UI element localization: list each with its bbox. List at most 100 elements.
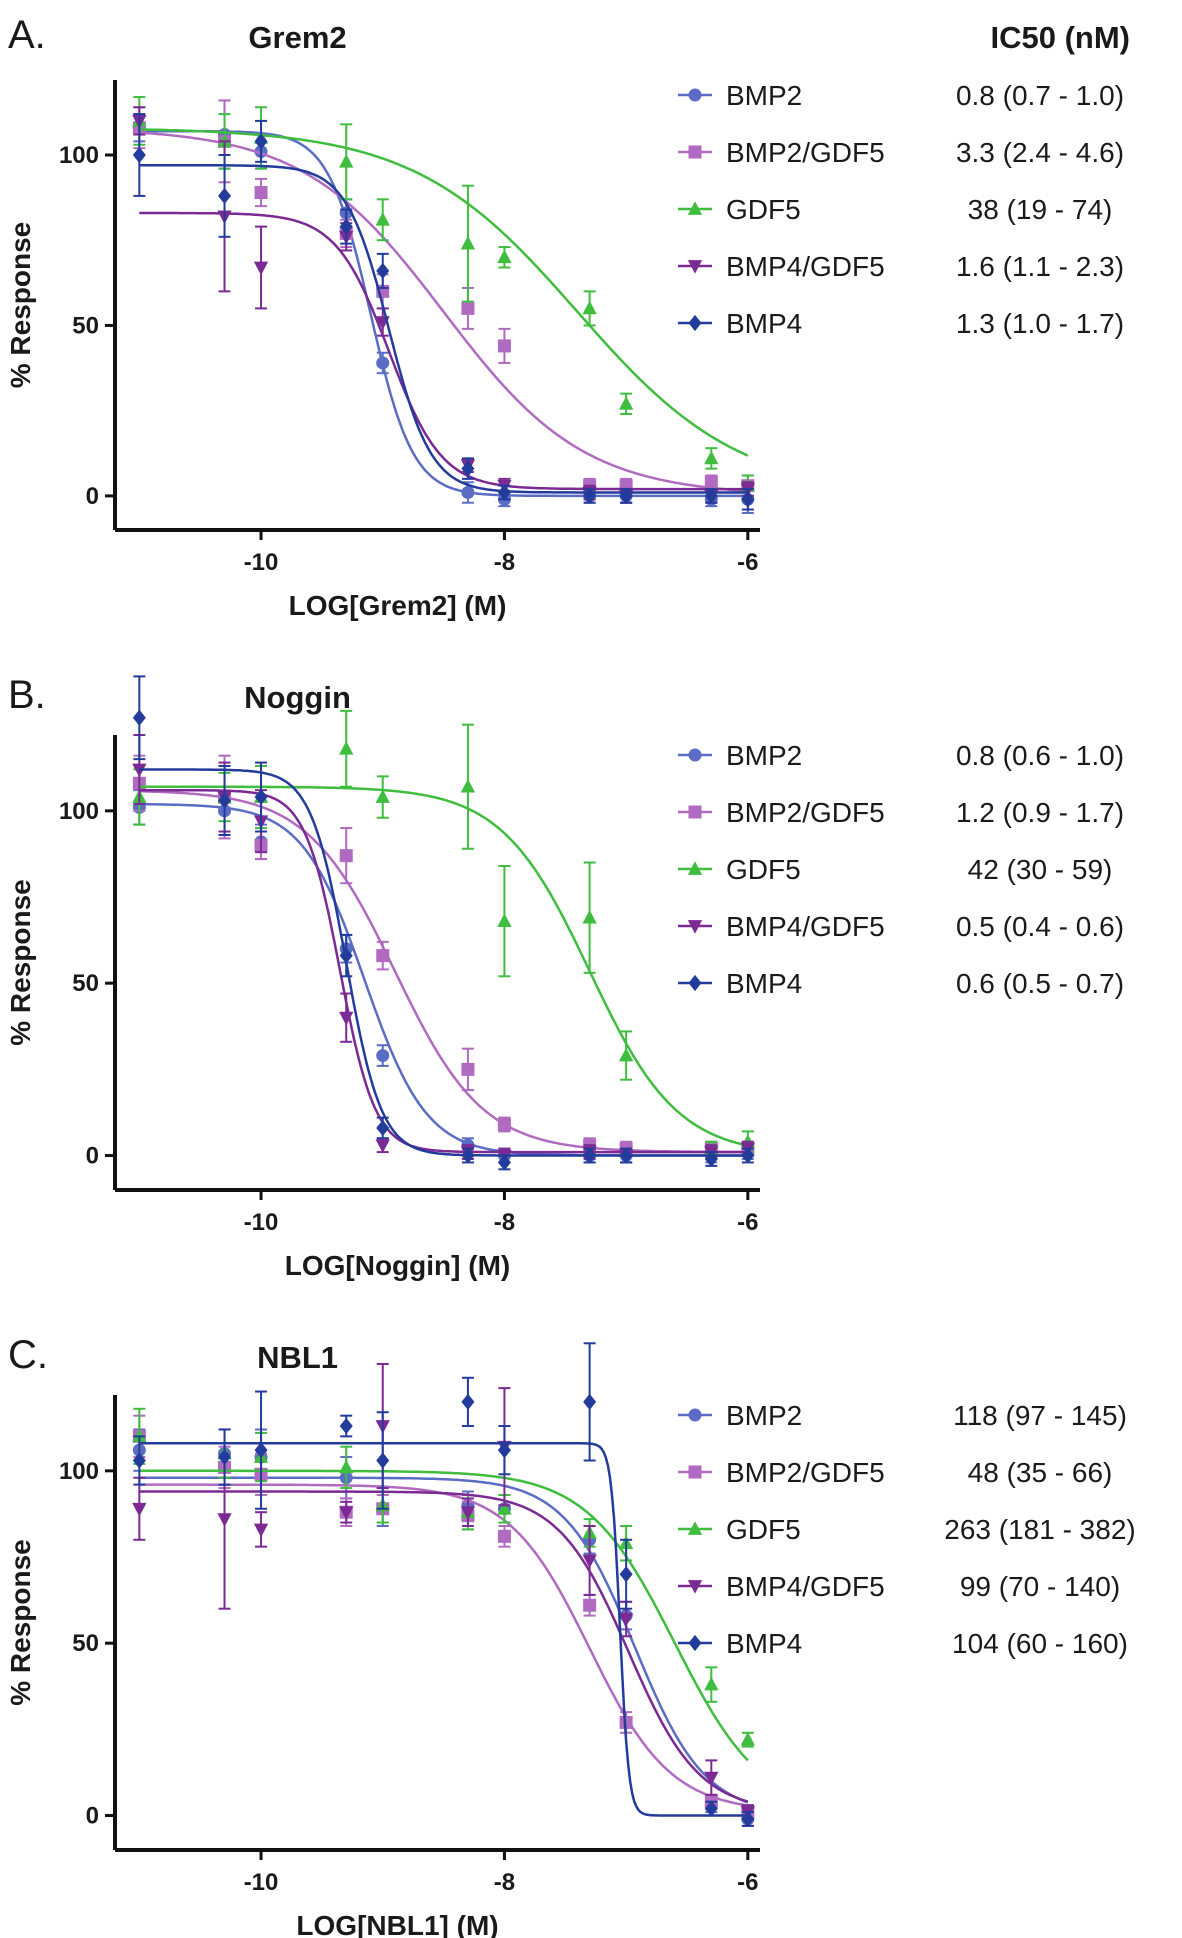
legend-marker bbox=[688, 1408, 702, 1422]
chart-panel-3: C. NBL1 0 50 100 -10 -8 -6 LOG[NBL1] (M) % Respon… bbox=[5, 1333, 1136, 1938]
data-point bbox=[375, 211, 390, 226]
ic50-value: 38 (19 - 74) bbox=[968, 194, 1113, 225]
data-point bbox=[461, 1062, 475, 1076]
series-bmp4 bbox=[132, 675, 755, 1171]
ic50-value: 104 (60 - 160) bbox=[952, 1628, 1128, 1659]
x-tick-label: -10 bbox=[244, 1209, 279, 1236]
series-bmp4 bbox=[132, 1342, 755, 1828]
x-axis-label: LOG[Noggin] (M) bbox=[285, 1250, 510, 1281]
data-point bbox=[740, 1731, 755, 1746]
chart-title: Grem2 bbox=[248, 20, 346, 55]
fit-curve bbox=[139, 211, 748, 491]
data-point bbox=[619, 1566, 633, 1583]
legend-item: BMP2/GDF5 48 (35 - 66) bbox=[678, 1457, 1112, 1488]
data-point bbox=[704, 475, 718, 489]
ic50-value: 48 (35 - 66) bbox=[968, 1457, 1113, 1488]
chart-panel-2: B. Noggin 0 50 100 -10 -8 -6 LOG[Noggin] (M) % Re… bbox=[5, 673, 1124, 1281]
data-point bbox=[376, 1452, 390, 1469]
legend-label: BMP4 bbox=[726, 308, 802, 339]
data-point bbox=[741, 491, 755, 508]
data-point bbox=[339, 849, 353, 863]
legend-label: BMP4/GDF5 bbox=[726, 911, 885, 942]
ic50-header: IC50 (nM) bbox=[991, 20, 1131, 55]
data-point bbox=[497, 249, 512, 264]
data-point bbox=[618, 396, 634, 410]
y-axis-label: % Response bbox=[5, 1539, 36, 1706]
data-point bbox=[583, 487, 597, 505]
ic50-value: 0.6 (0.5 - 0.7) bbox=[956, 968, 1124, 999]
y-tick-label: 50 bbox=[72, 970, 99, 997]
data-point bbox=[132, 146, 146, 164]
data-point bbox=[582, 909, 597, 924]
y-tick-label: 100 bbox=[59, 1458, 99, 1485]
data-point bbox=[132, 1502, 147, 1517]
data-point bbox=[497, 484, 511, 501]
fit-curve bbox=[139, 1476, 749, 1804]
data-point bbox=[376, 1119, 390, 1137]
legend-marker bbox=[687, 201, 703, 215]
legend-item: BMP4 104 (60 - 160) bbox=[678, 1628, 1128, 1659]
data-point bbox=[339, 1011, 354, 1026]
data-point bbox=[339, 1459, 354, 1474]
data-point bbox=[582, 300, 597, 315]
x-tick-label: -8 bbox=[494, 1209, 515, 1236]
data-point bbox=[339, 154, 354, 168]
series-gdf5 bbox=[132, 96, 755, 497]
data-point bbox=[618, 1613, 634, 1627]
data-point bbox=[339, 218, 353, 235]
data-point bbox=[253, 261, 269, 276]
legend-item: GDF5 42 (30 - 59) bbox=[678, 854, 1112, 885]
data-point bbox=[497, 1529, 511, 1543]
y-tick-label: 100 bbox=[59, 798, 99, 825]
data-point bbox=[339, 740, 354, 755]
x-tick-label: -10 bbox=[244, 1869, 279, 1896]
legend-item: BMP2 118 (97 - 145) bbox=[678, 1400, 1127, 1431]
x-tick-label: -10 bbox=[244, 549, 279, 576]
data-point bbox=[461, 1393, 475, 1411]
legend-label: BMP4/GDF5 bbox=[726, 1571, 885, 1602]
data-point bbox=[460, 235, 476, 250]
chart-title: NBL1 bbox=[257, 1340, 338, 1375]
ic50-value: 1.2 (0.9 - 1.7) bbox=[956, 797, 1124, 828]
legend-marker bbox=[687, 1521, 703, 1535]
legend-marker bbox=[688, 748, 702, 762]
data-point bbox=[254, 133, 268, 150]
ic50-value: 0.5 (0.4 - 0.6) bbox=[956, 911, 1124, 942]
legend-marker bbox=[688, 1465, 702, 1479]
legend-label: BMP2 bbox=[726, 1400, 802, 1431]
data-point bbox=[497, 913, 512, 927]
fit-curve bbox=[139, 129, 748, 498]
data-point bbox=[218, 1448, 232, 1466]
ic50-value: 42 (30 - 59) bbox=[968, 854, 1113, 885]
ic50-value: 263 (181 - 382) bbox=[944, 1514, 1135, 1545]
legend-marker bbox=[688, 145, 702, 159]
data-point bbox=[704, 1800, 718, 1817]
data-point bbox=[376, 262, 390, 280]
fit-curve bbox=[139, 788, 748, 1154]
y-tick-label: 0 bbox=[86, 483, 99, 510]
data-point bbox=[218, 187, 232, 205]
y-tick-label: 100 bbox=[59, 142, 99, 169]
data-point bbox=[497, 339, 511, 353]
legend-marker bbox=[687, 260, 703, 274]
panel-letter: A. bbox=[8, 13, 46, 57]
legend-label: GDF5 bbox=[726, 1514, 801, 1545]
data-point bbox=[583, 1393, 597, 1411]
fit-curve bbox=[139, 131, 748, 493]
legend-item: BMP4/GDF5 99 (70 - 140) bbox=[678, 1571, 1120, 1602]
ic50-value: 118 (97 - 145) bbox=[953, 1400, 1127, 1431]
fit-curve bbox=[139, 1490, 749, 1803]
legend-item: BMP4 1.3 (1.0 - 1.7) bbox=[678, 308, 1124, 339]
data-point bbox=[741, 1147, 755, 1164]
data-point bbox=[339, 1506, 354, 1520]
data-point bbox=[375, 1139, 390, 1153]
data-point bbox=[704, 1150, 718, 1168]
data-point bbox=[376, 949, 390, 963]
data-point bbox=[704, 487, 718, 505]
fit-curve bbox=[139, 768, 748, 1157]
x-tick-label: -8 bbox=[494, 549, 515, 576]
ic50-value: 1.6 (1.1 - 2.3) bbox=[956, 251, 1124, 282]
legend-item: BMP2/GDF5 1.2 (0.9 - 1.7) bbox=[678, 797, 1124, 828]
legend-label: GDF5 bbox=[726, 854, 801, 885]
